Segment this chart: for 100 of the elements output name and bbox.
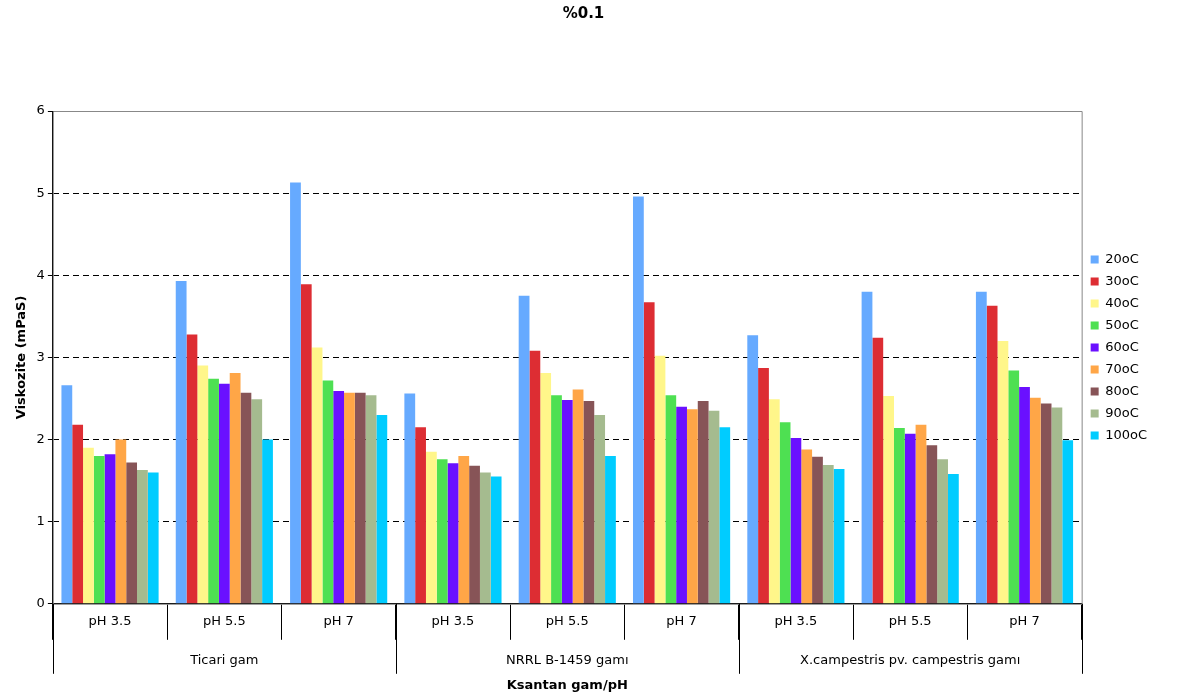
bar	[894, 428, 905, 604]
x-tick-label: pH 3.5	[774, 612, 818, 628]
bar	[605, 455, 616, 604]
y-tick-label: 1	[36, 513, 45, 529]
x-tick-label: pH 7	[666, 612, 697, 628]
bar	[344, 392, 355, 604]
chart-title: %0.1	[562, 3, 605, 22]
legend-label: 80oC	[1105, 382, 1139, 398]
legend-label: 40oC	[1105, 294, 1139, 310]
bar	[251, 399, 263, 604]
y-tick-label: 0	[36, 595, 45, 611]
bar	[469, 465, 480, 604]
bar	[872, 337, 884, 604]
bar	[1029, 397, 1041, 604]
legend-label: 60oC	[1105, 338, 1139, 354]
bar	[300, 284, 312, 604]
x-tick-label: pH 7	[1009, 612, 1040, 628]
bar	[583, 400, 595, 604]
bar	[747, 335, 759, 604]
bar	[915, 424, 927, 604]
bar	[719, 427, 731, 604]
bar	[458, 455, 470, 604]
bar	[83, 447, 94, 604]
y-tick-label: 4	[36, 266, 45, 282]
bar	[104, 454, 116, 604]
bar	[812, 456, 823, 604]
bar	[1040, 403, 1052, 604]
bar	[665, 395, 677, 604]
bar	[937, 459, 948, 604]
bar	[93, 455, 105, 604]
bar	[365, 395, 377, 604]
legend-label: 50oC	[1105, 316, 1139, 332]
bar	[758, 368, 769, 604]
bar	[147, 472, 159, 604]
bar	[572, 389, 584, 604]
bar	[883, 396, 894, 604]
bar	[997, 340, 1009, 604]
x-tick-label: pH 5.5	[545, 612, 589, 628]
bar	[1062, 440, 1074, 604]
bar	[72, 424, 84, 604]
y-tick-label: 2	[36, 430, 45, 446]
bar	[1008, 370, 1020, 604]
x-tick-label: pH 5.5	[202, 612, 246, 628]
bar	[518, 295, 530, 604]
bar	[861, 291, 873, 604]
bar	[594, 414, 606, 604]
y-tick-label: 5	[36, 184, 45, 200]
bar	[479, 472, 491, 604]
bar	[415, 427, 426, 604]
x-tick-label: pH 5.5	[888, 612, 932, 628]
bar	[643, 302, 655, 604]
text: X.campestris pv. campestris gamı	[800, 652, 1021, 668]
bar	[926, 445, 938, 604]
bar	[425, 451, 437, 604]
bar	[822, 465, 834, 604]
bar	[540, 373, 552, 604]
bar	[561, 400, 573, 604]
bar	[632, 196, 644, 604]
bar	[186, 334, 198, 604]
bar	[708, 410, 720, 604]
bar	[447, 463, 459, 604]
legend-label: 30oC	[1105, 272, 1139, 288]
y-axis-title: Viskozite (mPaS)	[13, 295, 29, 420]
bar	[137, 469, 148, 604]
bar	[654, 355, 666, 604]
bar	[376, 414, 388, 604]
bar	[768, 399, 780, 604]
bar	[904, 433, 916, 604]
bar	[126, 462, 138, 604]
bar	[229, 373, 241, 604]
bar	[529, 350, 541, 604]
bar	[1019, 386, 1030, 604]
bar	[947, 474, 959, 604]
bar	[975, 291, 987, 604]
bar	[115, 439, 127, 604]
bar	[311, 347, 323, 604]
legend-label: 70oC	[1105, 360, 1139, 376]
bar	[790, 437, 802, 604]
x-tick-label: pH 3.5	[88, 612, 132, 628]
y-tick-label: 3	[36, 348, 45, 364]
bar	[1051, 407, 1063, 604]
bar	[551, 395, 562, 604]
bar	[208, 378, 219, 604]
bar	[61, 385, 73, 604]
legend-label: 100oC	[1105, 426, 1147, 442]
bar	[240, 392, 252, 604]
bar	[404, 393, 416, 604]
legend-label: 90oC	[1105, 404, 1139, 420]
legend-label: 20oC	[1105, 250, 1139, 266]
text: Ticari gam	[189, 652, 259, 668]
y-tick-label: 6	[36, 102, 45, 118]
bar	[262, 439, 273, 604]
bar	[175, 281, 187, 604]
bar	[986, 305, 998, 604]
bar	[354, 392, 366, 604]
bar	[290, 182, 301, 604]
text: NRRL B-1459 gamı	[506, 652, 629, 668]
bar	[801, 449, 813, 604]
bar	[490, 476, 502, 604]
bar	[218, 383, 230, 604]
